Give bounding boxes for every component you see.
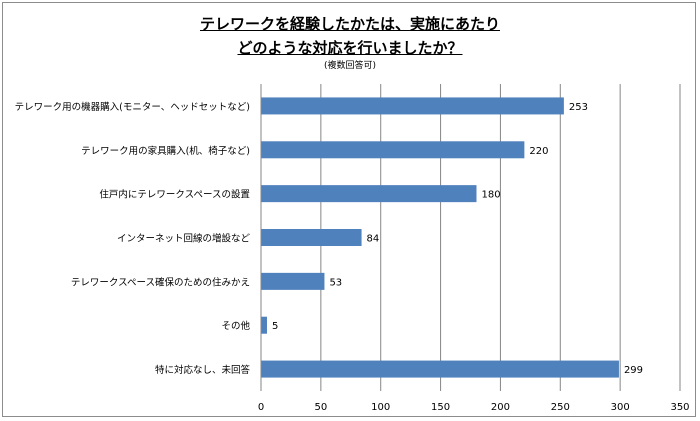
category-labels: テレワーク用の機器購入(モニター、ヘッドセットなど) テレワーク用の家具購入(机、… <box>15 101 251 376</box>
x-tick-label: 150 <box>431 402 450 413</box>
category-label: テレワークスペース確保のための住みかえ <box>71 276 250 288</box>
x-tick-label: 50 <box>314 402 327 413</box>
data-label: 299 <box>624 365 643 376</box>
bar <box>261 185 477 203</box>
category-label: テレワーク用の機器購入(モニター、ヘッドセットなど) <box>15 101 250 113</box>
x-tick-label: 350 <box>670 402 689 413</box>
x-tick-labels: 0 50 100 150 200 250 300 350 <box>258 402 690 413</box>
data-label: 5 <box>272 321 278 332</box>
bar <box>261 141 525 159</box>
category-label: 特に対応なし、未回答 <box>155 364 251 376</box>
category-label: インターネット回線の増設など <box>117 233 251 245</box>
x-tick-label: 100 <box>371 402 390 413</box>
chart-title-line-1: テレワークを経験したかたは、実施にあたり <box>199 15 500 33</box>
category-label: テレワーク用の家具購入(机、椅子など) <box>81 145 250 157</box>
bar <box>261 229 362 246</box>
bars <box>261 97 619 378</box>
bar <box>261 272 325 290</box>
chart-subtitle: (複数回答可) <box>323 61 377 71</box>
x-tick-label: 0 <box>258 402 264 413</box>
x-tick-label: 300 <box>611 402 630 413</box>
category-label: その他 <box>221 320 250 332</box>
x-tick-label: 200 <box>491 402 510 413</box>
category-label: 住戸内にテレワークスペースの設置 <box>99 189 250 201</box>
bar <box>261 360 619 378</box>
data-label: 84 <box>367 234 380 245</box>
x-tick-label: 250 <box>551 402 570 413</box>
data-label: 180 <box>481 190 500 201</box>
chart-title-line-2: どのような対応を行いましたか？ <box>237 39 463 57</box>
bar <box>261 97 564 115</box>
data-label: 253 <box>569 102 588 113</box>
chart-frame <box>2 2 696 417</box>
data-labels: 253 220 180 84 53 5 299 <box>272 102 643 376</box>
data-label: 53 <box>329 277 342 288</box>
data-label: 220 <box>529 146 548 157</box>
bar <box>261 316 267 334</box>
